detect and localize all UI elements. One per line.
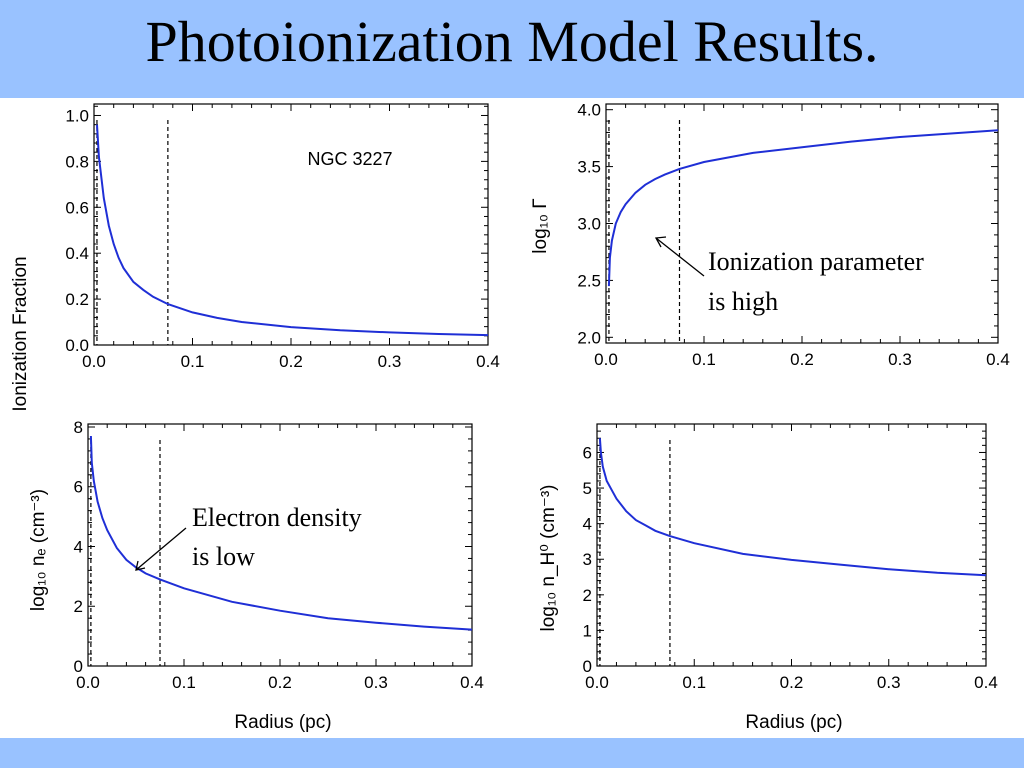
y-tick-label: 3.0 [577, 215, 601, 234]
annotation-line-1: Electron density [192, 503, 362, 532]
x-tick-label: 0.0 [82, 352, 106, 371]
y-tick-label: 0.0 [65, 336, 89, 355]
y-tick-label: 8 [74, 418, 83, 437]
footer-banner [0, 738, 1024, 768]
y-axis-label: log₁₀ n_H⁰ (cm⁻³) [538, 484, 559, 631]
x-tick-label: 0.4 [460, 673, 484, 692]
chart-ionization-fraction: 0.0 0.1 0.2 0.3 0.4 0.0 0.2 0.4 0.6 0.8 1.0 Ioniza… [10, 103, 500, 412]
plot-area: 0.0 0.1 0.2 0.3 0.4 0 1 2 3 4 5 6 [583, 423, 998, 692]
x-tick-label: 0.2 [790, 350, 814, 369]
y-tick-label: 0 [583, 657, 592, 676]
chart-log-gamma: 0.0 0.1 0.2 0.3 0.4 2.0 2.5 3.0 3.5 4.0 log₁₀ Γ I… [530, 101, 1010, 369]
x-tick-label: 0.2 [268, 673, 292, 692]
x-tick-label: 0.3 [877, 673, 901, 692]
plot-frame [93, 103, 489, 346]
plot-area: 0.0 0.1 0.2 0.3 0.4 0.0 0.2 0.4 0.6 0.8 1.0 [65, 103, 500, 371]
y-tick-label: 0.6 [65, 198, 89, 217]
series-line [607, 129, 999, 287]
x-tick-label: 0.1 [181, 352, 205, 371]
x-tick-label: 0.3 [888, 350, 912, 369]
x-tick-label: 0.2 [780, 673, 804, 692]
x-axis-label: Radius (pc) [745, 712, 842, 733]
annotation-line-2: is high [708, 287, 778, 316]
plot-area: 0.0 0.1 0.2 0.3 0.4 0 2 4 6 8 [74, 418, 484, 692]
y-tick-label: 5 [583, 479, 592, 498]
annotation-arrow [135, 527, 187, 571]
x-tick-label: 0.0 [585, 673, 609, 692]
x-tick-label: 0.4 [986, 350, 1010, 369]
x-tick-label: 0.0 [76, 673, 100, 692]
y-tick-label: 1.0 [65, 106, 89, 125]
x-tick-label: 0.0 [594, 350, 618, 369]
y-tick-label: 2 [583, 586, 592, 605]
y-axis-label: log₁₀ Γ [530, 198, 551, 253]
y-tick-label: 6 [583, 443, 592, 462]
plot-frame [87, 423, 473, 667]
y-tick-label: 6 [74, 478, 83, 497]
y-tick-label: 3.5 [577, 158, 601, 177]
y-tick-label: 2.0 [577, 328, 601, 347]
y-tick-label: 0.2 [65, 290, 89, 309]
y-axis-label: Ionization Fraction [10, 256, 31, 411]
title-banner [0, 0, 1024, 98]
plot-area: 0.0 0.1 0.2 0.3 0.4 2.0 2.5 3.0 3.5 4.0 [577, 101, 1009, 369]
annotation-line-1: Ionization parameter [708, 247, 924, 276]
x-tick-label: 0.4 [974, 673, 998, 692]
slide-title: Photoionization Model Results. [145, 9, 879, 74]
plot-frame [605, 103, 999, 344]
y-tick-label: 2.5 [577, 271, 601, 290]
chart-log-neutral-hydrogen-density: 0.0 0.1 0.2 0.3 0.4 0 1 2 3 4 5 6 log₁₀ n_H⁰ (cm⁻³)… [538, 423, 998, 733]
series-line [96, 124, 489, 337]
x-axis-label: Radius (pc) [234, 712, 331, 733]
y-tick-label: 4 [583, 515, 592, 534]
x-tick-label: 0.3 [364, 673, 388, 692]
plot-frame [596, 423, 987, 667]
y-tick-label: 0 [74, 657, 83, 676]
y-axis-label: log₁₀ nₑ (cm⁻³) [28, 489, 49, 611]
x-tick-label: 0.4 [476, 352, 500, 371]
x-tick-label: 0.2 [279, 352, 303, 371]
y-tick-label: 0.4 [65, 244, 89, 263]
y-tick-label: 0.8 [65, 152, 89, 171]
x-tick-label: 0.1 [682, 673, 706, 692]
y-tick-label: 4 [74, 537, 83, 556]
y-tick-label: 4.0 [577, 101, 601, 120]
y-tick-label: 1 [583, 621, 592, 640]
chart-log-electron-density: 0.0 0.1 0.2 0.3 0.4 0 2 4 6 8 log₁₀ nₑ (cm⁻³) Rad… [28, 418, 484, 733]
annotation-arrow [654, 236, 705, 277]
y-tick-label: 2 [74, 597, 83, 616]
x-tick-label: 0.1 [692, 350, 716, 369]
x-tick-label: 0.1 [172, 673, 196, 692]
y-tick-label: 3 [583, 550, 592, 569]
series-line [89, 435, 473, 631]
x-tick-label: 0.3 [378, 352, 402, 371]
series-line [598, 438, 987, 577]
object-label: NGC 3227 [307, 149, 392, 169]
annotation-line-2: is low [192, 542, 255, 571]
